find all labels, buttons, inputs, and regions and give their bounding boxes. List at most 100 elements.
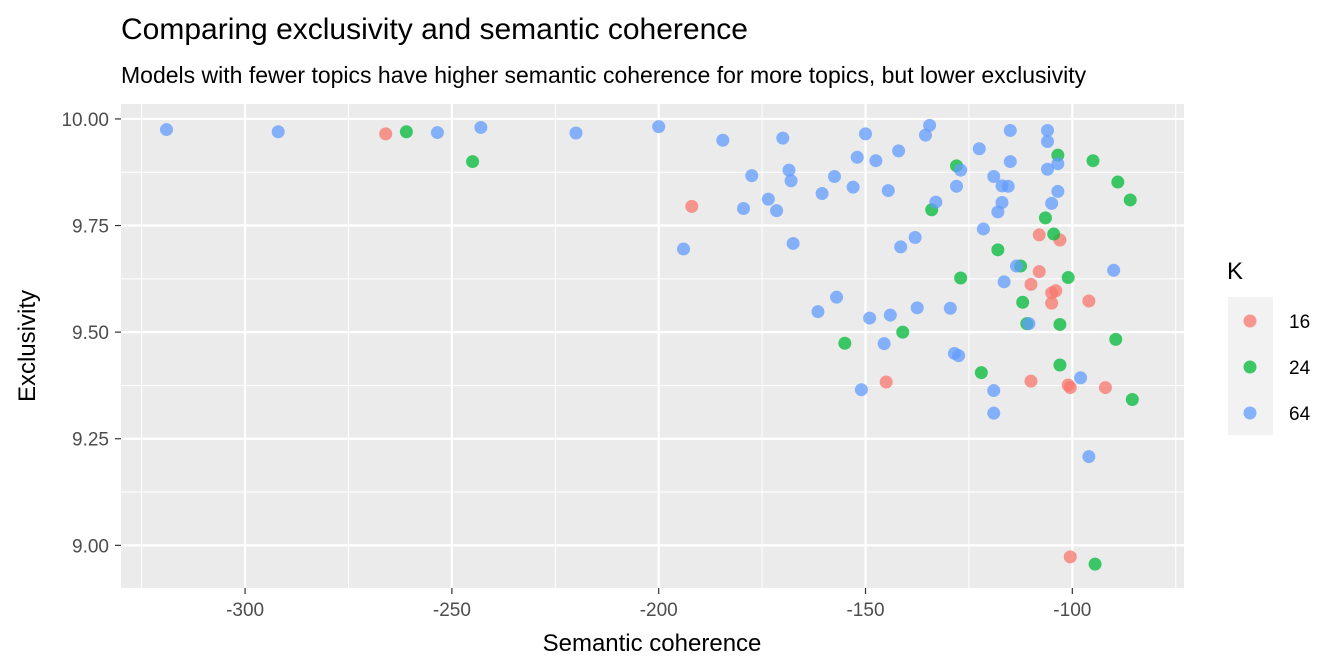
y-tick-label: 9.75	[72, 217, 109, 238]
point-k64	[881, 184, 895, 198]
point-k64	[1045, 196, 1059, 210]
point-k24	[466, 155, 480, 169]
legend-label-16: 16	[1289, 312, 1310, 333]
point-k24	[991, 243, 1005, 257]
point-k64	[863, 311, 877, 325]
point-k64	[952, 349, 966, 363]
legend-label-24: 24	[1289, 358, 1311, 379]
point-k64	[854, 383, 868, 397]
point-k64	[1082, 450, 1096, 464]
y-axis-ticks: 9.00 9.25 9.50 9.75 10.00	[61, 110, 121, 557]
y-tick-label: 9.25	[72, 430, 109, 451]
point-k16	[1024, 374, 1038, 388]
point-k24	[1123, 193, 1137, 207]
point-k64	[716, 133, 730, 147]
point-k24	[1111, 175, 1125, 189]
data-points	[159, 118, 1139, 571]
point-k24	[1047, 227, 1061, 241]
point-k16	[1098, 381, 1112, 395]
point-k64	[908, 230, 922, 244]
point-k64	[430, 126, 444, 140]
point-k24	[1088, 557, 1102, 571]
point-k64	[1001, 179, 1015, 193]
point-k24	[1061, 271, 1075, 285]
y-tick-label: 9.00	[72, 536, 109, 557]
point-k16	[685, 199, 699, 213]
legend: K 16 24 64	[1227, 258, 1311, 435]
point-k64	[271, 125, 285, 139]
x-tick-label: -150	[846, 600, 884, 621]
chart-title: Comparing exclusivity and semantic coher…	[121, 13, 748, 46]
point-k64	[929, 195, 943, 209]
point-k64	[1041, 123, 1055, 137]
point-k64	[745, 169, 759, 183]
point-k64	[892, 144, 906, 158]
point-k64	[950, 179, 964, 193]
point-k24	[1038, 211, 1052, 225]
point-k16	[1082, 294, 1096, 308]
point-k64	[894, 240, 908, 254]
legend-title: K	[1227, 258, 1243, 285]
y-tick-label: 9.50	[72, 323, 109, 344]
point-k64	[1041, 162, 1055, 176]
chart-subtitle: Models with fewer topics have higher sem…	[121, 62, 1087, 88]
point-k64	[877, 337, 891, 351]
point-k64	[972, 142, 986, 156]
point-k24	[399, 125, 413, 139]
point-k64	[987, 406, 1001, 420]
point-k64	[923, 118, 937, 132]
point-k64	[786, 236, 800, 250]
y-tick-label: 10.00	[61, 110, 109, 131]
point-k16	[879, 375, 893, 389]
x-axis-ticks: -300 -250 -200 -150 -100	[226, 588, 1091, 621]
y-axis-title: Exclusivity	[14, 290, 41, 402]
point-k64	[770, 204, 784, 218]
point-k24	[1109, 332, 1123, 346]
point-k64	[815, 187, 829, 201]
point-k24	[1016, 295, 1030, 309]
x-tick-label: -200	[640, 600, 678, 621]
point-k64	[776, 131, 790, 145]
point-k16	[1045, 296, 1059, 310]
point-k64	[159, 123, 173, 137]
legend-key-64	[1243, 406, 1257, 420]
point-k16	[1024, 277, 1038, 291]
point-k64	[782, 163, 796, 177]
point-k64	[910, 301, 924, 315]
point-k64	[943, 301, 957, 315]
point-k64	[976, 222, 990, 236]
point-k64	[987, 384, 1001, 398]
point-k64	[1003, 155, 1017, 169]
point-k64	[1107, 263, 1121, 277]
point-k16	[1063, 381, 1077, 395]
point-k64	[1009, 259, 1023, 273]
point-k64	[830, 290, 844, 304]
point-k64	[1022, 317, 1036, 331]
point-k64	[784, 174, 798, 188]
x-axis-title: Semantic coherence	[543, 630, 762, 657]
point-k64	[846, 180, 860, 194]
point-k24	[896, 325, 910, 339]
point-k64	[991, 205, 1005, 219]
point-k64	[918, 128, 932, 142]
point-k64	[1051, 184, 1065, 198]
point-k64	[569, 126, 583, 140]
point-k24	[1053, 358, 1067, 372]
point-k16	[1032, 265, 1046, 279]
point-k64	[869, 154, 883, 168]
x-tick-label: -250	[433, 600, 471, 621]
point-k64	[474, 120, 488, 134]
point-k64	[954, 163, 968, 177]
point-k64	[997, 275, 1011, 289]
point-k16	[379, 127, 393, 141]
point-k24	[1125, 393, 1139, 407]
legend-key-24	[1243, 360, 1257, 374]
x-tick-label: -100	[1053, 600, 1091, 621]
point-k64	[677, 242, 691, 256]
point-k64	[859, 127, 873, 141]
point-k16	[1032, 228, 1046, 242]
point-k64	[1051, 157, 1065, 171]
point-k16	[1063, 550, 1077, 564]
point-k64	[1003, 123, 1017, 137]
